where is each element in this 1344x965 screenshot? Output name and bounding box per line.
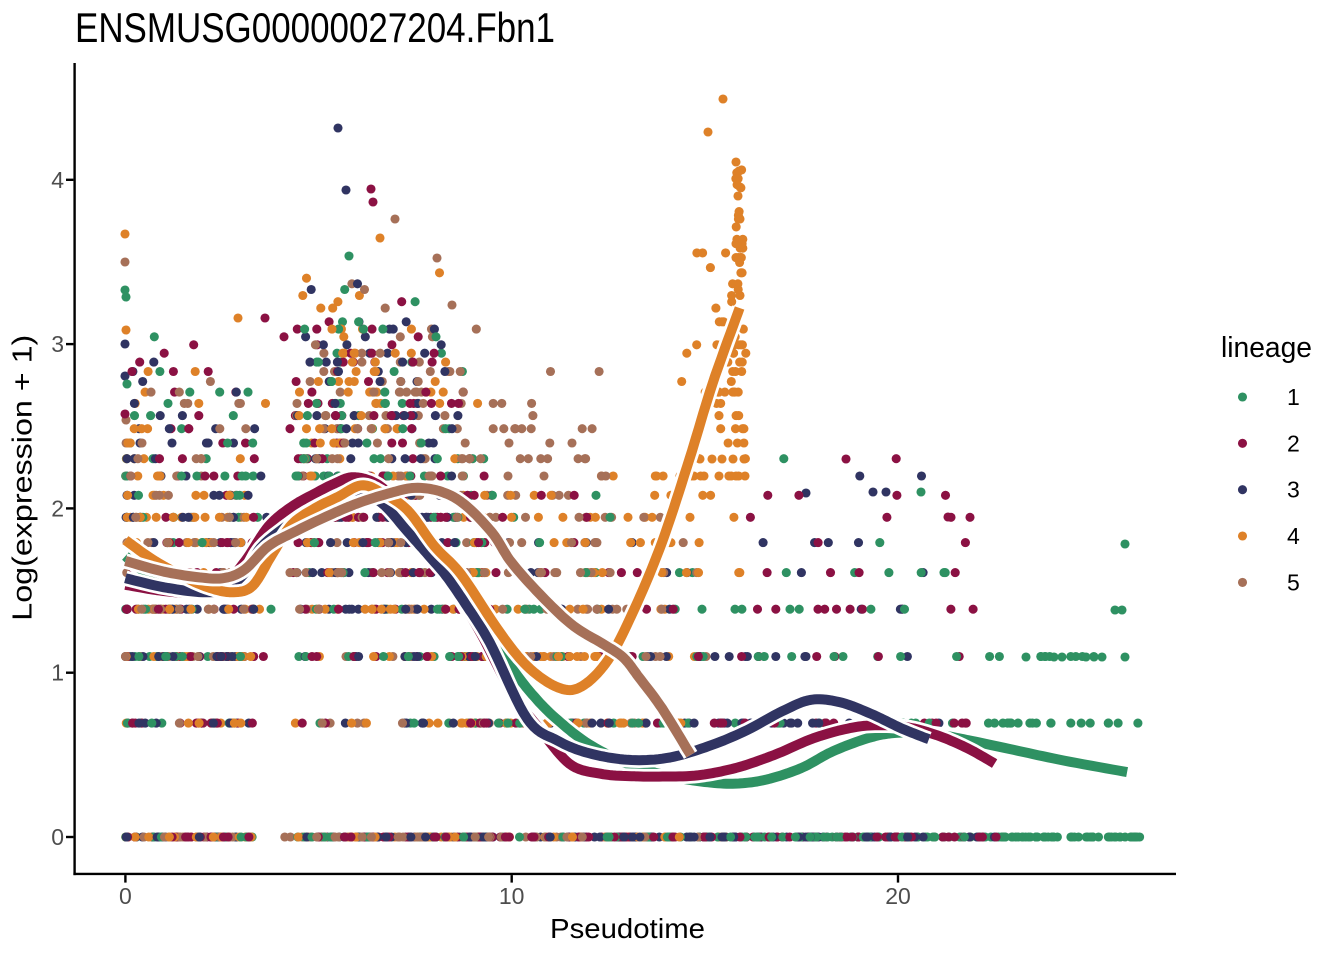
svg-text:4: 4: [51, 167, 64, 193]
svg-text:0: 0: [51, 824, 64, 850]
svg-text:2: 2: [51, 495, 64, 521]
svg-text:4: 4: [1287, 523, 1300, 549]
svg-text:3: 3: [1287, 477, 1300, 503]
svg-text:Pseudotime: Pseudotime: [550, 913, 705, 944]
svg-text:5: 5: [1287, 569, 1300, 595]
svg-text:1: 1: [1287, 384, 1300, 410]
svg-text:0: 0: [119, 883, 132, 909]
svg-text:2: 2: [1287, 430, 1300, 456]
svg-text:3: 3: [51, 331, 64, 357]
svg-text:1: 1: [51, 660, 64, 686]
svg-text:10: 10: [499, 883, 525, 909]
svg-text:20: 20: [885, 883, 911, 909]
svg-text:ENSMUSG00000027204.Fbn1: ENSMUSG00000027204.Fbn1: [75, 4, 555, 51]
svg-text:lineage: lineage: [1221, 332, 1312, 364]
svg-text:Log(expression + 1): Log(expression + 1): [7, 335, 38, 621]
